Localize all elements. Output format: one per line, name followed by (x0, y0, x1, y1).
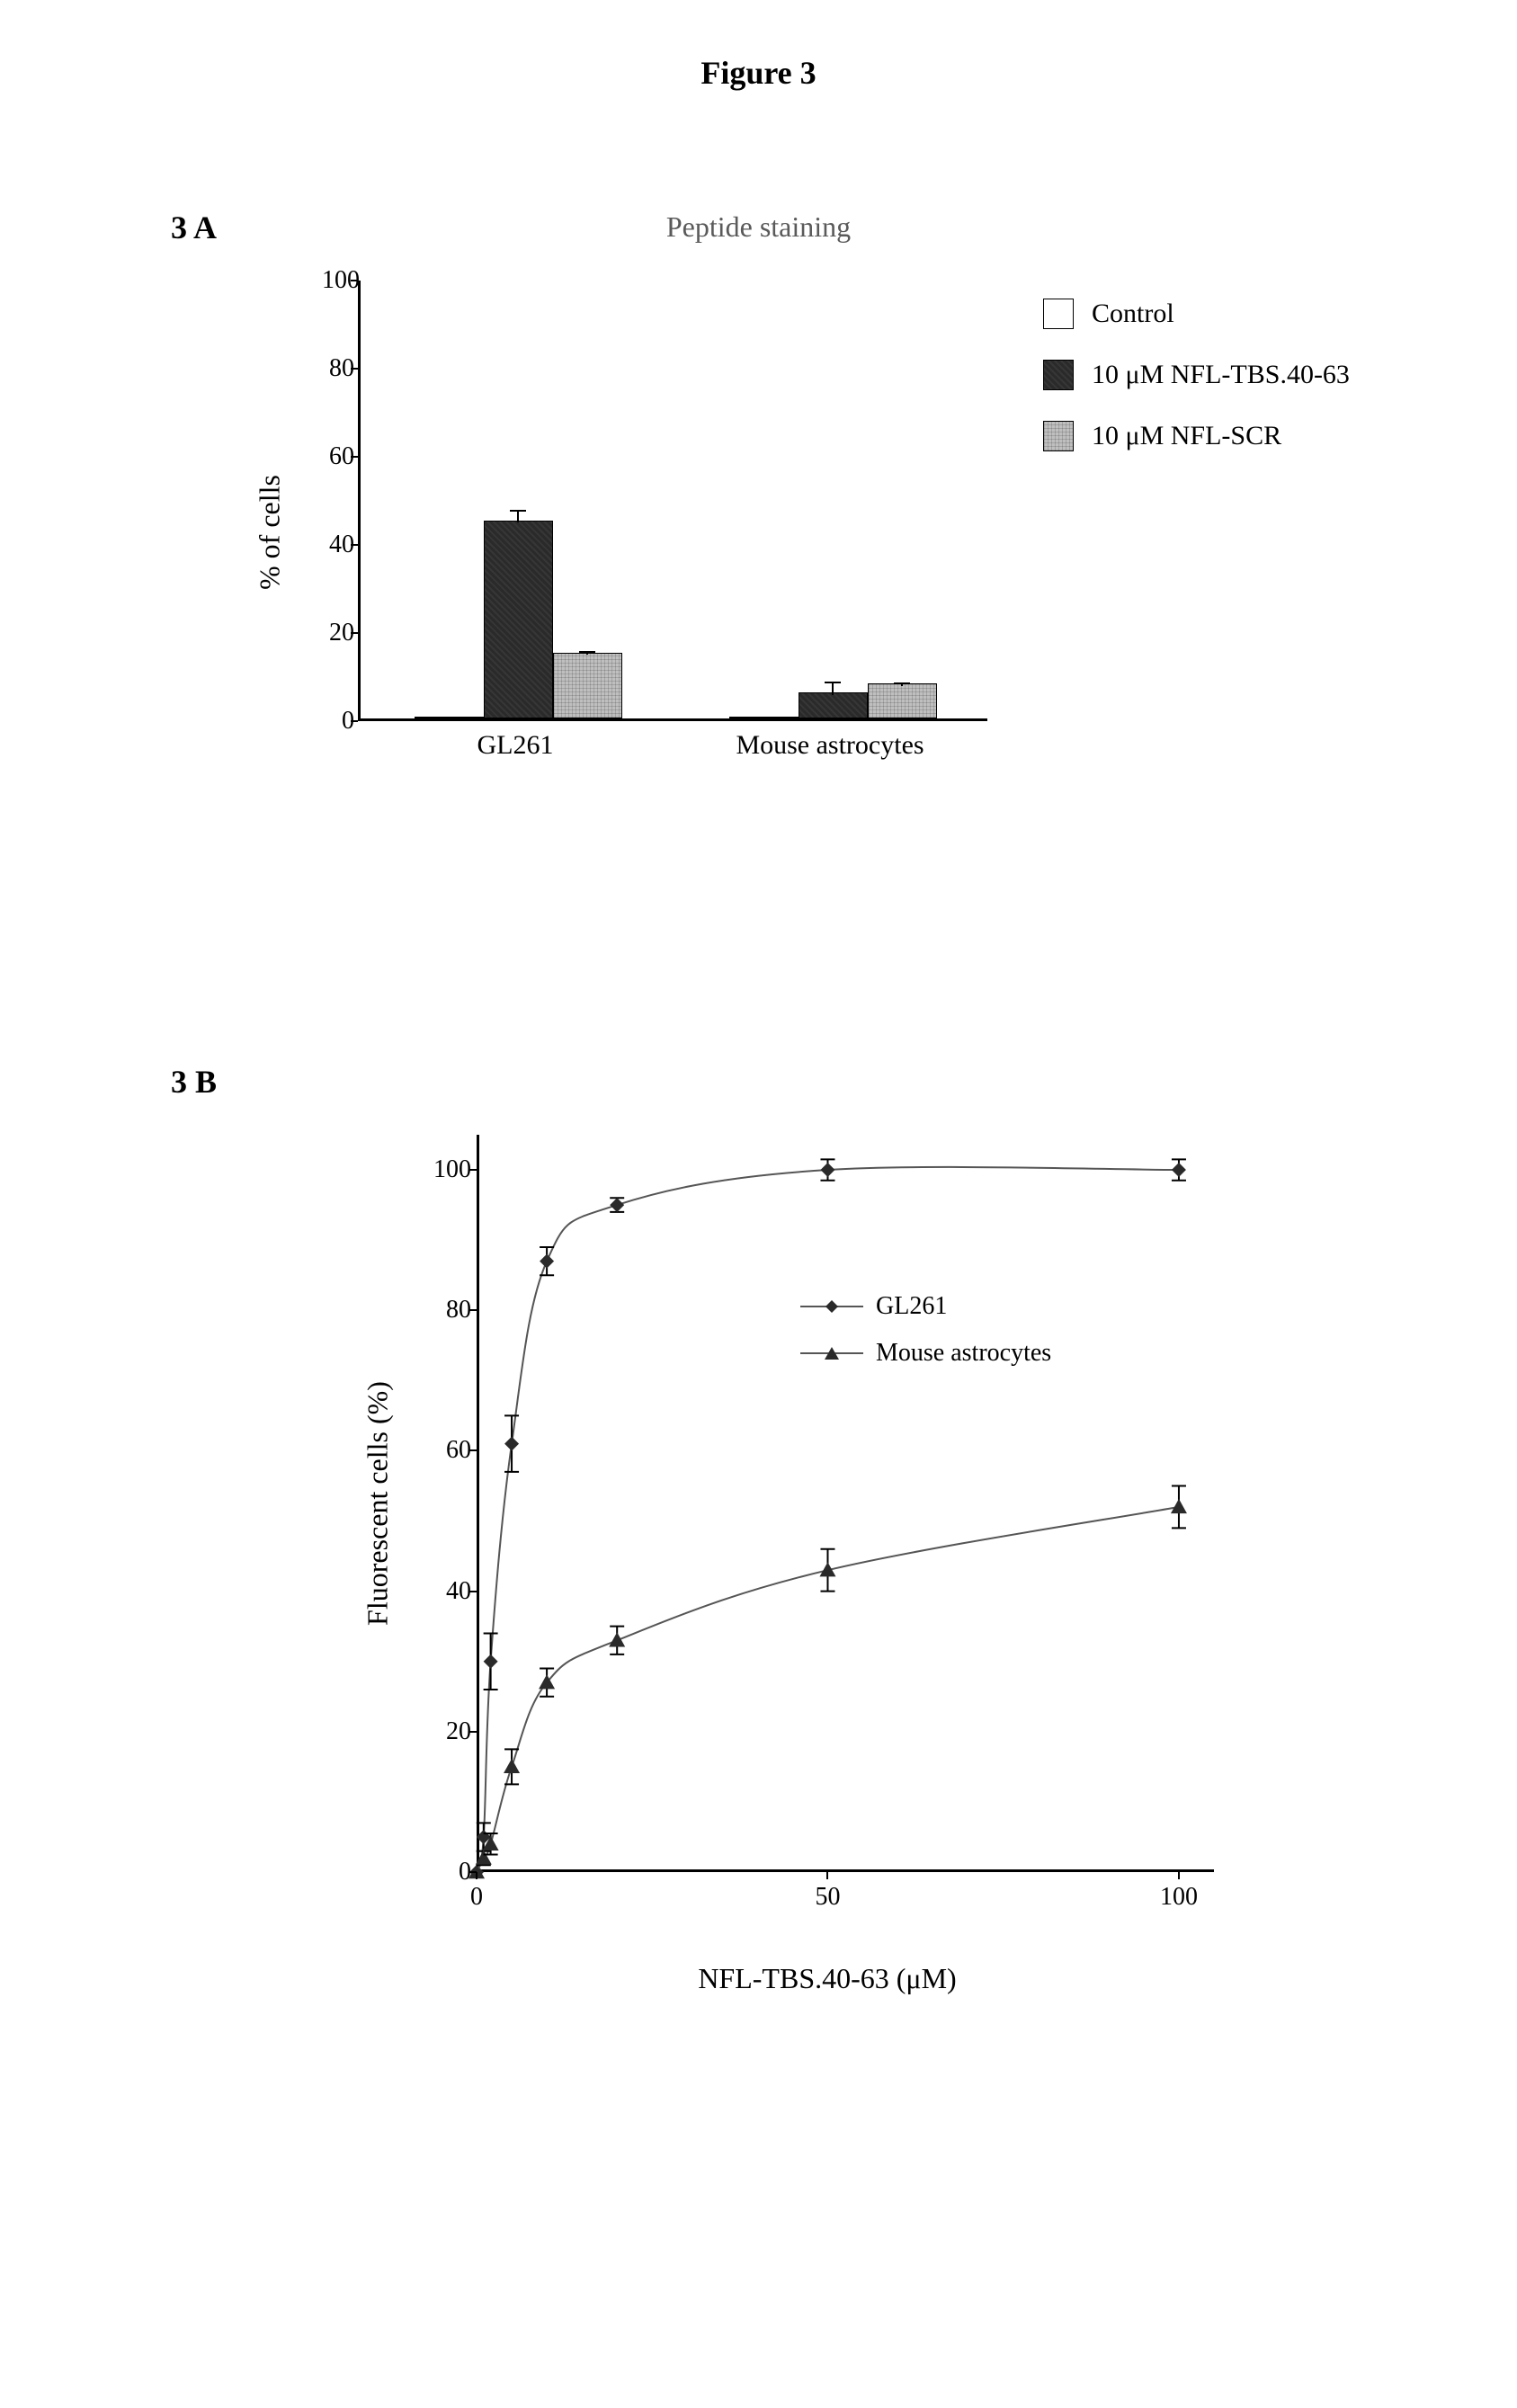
panel-b-label: 3 B (171, 1063, 217, 1101)
panel-b-data-point (476, 1850, 492, 1864)
panel-b-data-point (540, 1254, 554, 1269)
panel-b-ytick-mark (469, 1591, 477, 1592)
panel-a-error-cap (579, 651, 595, 653)
panel-a-ytick: 80 (322, 354, 354, 383)
panel-b-data-point (504, 1759, 520, 1773)
legend-label-gl261: GL261 (876, 1292, 947, 1321)
panel-b-xtick: 50 (815, 1883, 840, 1912)
panel-a-error-cap (510, 510, 526, 512)
panel-b-ytick: 40 (430, 1577, 471, 1606)
panel-b-xtick: 100 (1160, 1883, 1198, 1912)
legend-label-control: Control (1092, 299, 1174, 329)
panel-b-data-point (609, 1632, 625, 1646)
legend-label-astrocytes: Mouse astrocytes (876, 1339, 1051, 1368)
panel-a-bar (484, 521, 553, 719)
panel-a-error-bar (832, 682, 834, 695)
panel-a-ytick: 100 (322, 266, 354, 295)
panel-a-ytick: 60 (322, 442, 354, 471)
legend-marker-gl261 (800, 1298, 863, 1315)
panel-a-error-cap (894, 682, 910, 684)
panel-b-xtick: 0 (470, 1883, 483, 1912)
figure-title: Figure 3 (90, 54, 1427, 92)
panel-b-xtick-mark (1178, 1872, 1180, 1879)
panel-b-data-point (1171, 1499, 1187, 1513)
panel-b-xtick-mark (476, 1872, 477, 1879)
panel-b-series-line (477, 1167, 1179, 1872)
legend-item-astrocytes: Mouse astrocytes (800, 1339, 1051, 1368)
panel-a-ytick-mark (351, 456, 358, 458)
panel-b-data-point (504, 1437, 519, 1451)
legend-item-nfl-tbs: 10 μM NFL-TBS.40-63 (1043, 360, 1350, 390)
panel-b-ytick: 20 (430, 1717, 471, 1746)
panel-a-bar (799, 692, 868, 718)
panel-a-ytick: 0 (322, 707, 354, 736)
panel-b: 3 B Fluorescent cells (%) NFL-TBS.40-63 … (90, 1063, 1427, 2142)
legend-label-nfl-scr: 10 μM NFL-SCR (1092, 421, 1281, 451)
panel-a-ytick: 40 (322, 531, 354, 559)
legend-marker-astrocytes (800, 1344, 863, 1362)
panel-b-ytick-mark (469, 1449, 477, 1451)
panel-b-ytick-mark (469, 1731, 477, 1733)
panel-a-bar (868, 683, 937, 718)
panel-b-legend: GL261 Mouse astrocytes (800, 1292, 1051, 1386)
panel-a-error-cap (825, 682, 841, 683)
panel-a-ytick-mark (351, 368, 358, 370)
panel-b-ylabel: Fluorescent cells (%) (361, 1381, 395, 1626)
panel-a-bar (415, 717, 484, 718)
panel-a-ylabel: % of cells (254, 475, 287, 590)
legend-label-nfl-tbs: 10 μM NFL-TBS.40-63 (1092, 360, 1350, 390)
panel-a-error-bar (517, 510, 519, 523)
panel-a-legend: Control 10 μM NFL-TBS.40-63 10 μM NFL-SC… (1043, 299, 1350, 482)
legend-swatch-nfl-scr (1043, 421, 1074, 451)
panel-b-ytick: 100 (430, 1155, 471, 1184)
panel-a-label: 3 A (171, 209, 217, 246)
panel-a-ytick-mark (351, 544, 358, 546)
panel-b-chart: Fluorescent cells (%) NFL-TBS.40-63 (μM)… (378, 1117, 1277, 2034)
panel-b-ytick: 0 (430, 1858, 471, 1886)
legend-swatch-control (1043, 299, 1074, 329)
panel-b-ytick: 60 (430, 1436, 471, 1465)
panel-a-plot-area (358, 281, 987, 721)
panel-b-data-point (820, 1163, 834, 1177)
legend-item-gl261: GL261 (800, 1292, 1051, 1321)
panel-b-xlabel: NFL-TBS.40-63 (μM) (698, 1962, 956, 1995)
legend-item-nfl-scr: 10 μM NFL-SCR (1043, 421, 1350, 451)
legend-swatch-nfl-tbs (1043, 360, 1074, 390)
panel-a-ytick-mark (351, 720, 358, 722)
panel-a-ytick-mark (351, 280, 358, 281)
panel-a-ytick-mark (351, 632, 358, 634)
panel-a-bar (553, 653, 622, 719)
panel-b-data-point (1172, 1163, 1186, 1177)
panel-a-chart: % of cells 020406080100GL261Mouse astroc… (279, 281, 1016, 784)
panel-a: 3 A Peptide staining % of cells 0 20 40 60 8… (90, 200, 1427, 1009)
panel-b-xtick-mark (826, 1872, 828, 1879)
panel-a-title: Peptide staining (666, 210, 851, 244)
panel-a-bar (729, 717, 799, 718)
panel-b-data-point (484, 1654, 498, 1669)
panel-b-ytick-mark (469, 1309, 477, 1311)
panel-a-ytick: 20 (322, 619, 354, 647)
panel-b-data-point (610, 1198, 624, 1212)
panel-b-ytick-mark (469, 1169, 477, 1171)
panel-a-category-label: Mouse astrocytes (736, 730, 924, 761)
panel-a-category-label: GL261 (477, 730, 554, 761)
panel-b-ytick: 80 (430, 1296, 471, 1324)
panel-b-svg-overlay (477, 1135, 1214, 1872)
legend-item-control: Control (1043, 299, 1350, 329)
